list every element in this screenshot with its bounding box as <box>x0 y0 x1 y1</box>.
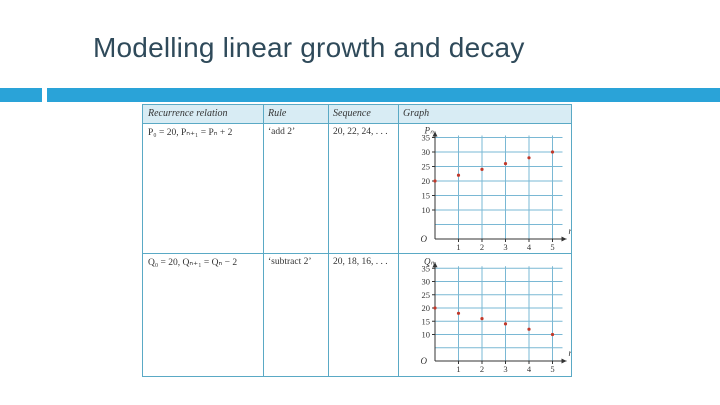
y-tick-label: 15 <box>422 316 431 326</box>
column-divider <box>398 105 399 376</box>
y-tick-label: 25 <box>422 162 431 172</box>
x-tick-label: 5 <box>550 242 554 252</box>
accent-bar-left <box>0 88 42 102</box>
y-tick-label: 20 <box>422 303 431 313</box>
row2-relation: Q₀ = 20, Qₙ₊₁ = Qₙ − 2 <box>148 258 238 268</box>
data-point <box>480 317 484 321</box>
growth-graph: 1 2 3 4 5 10 15 20 25 30 35 O Pₙ n <box>421 126 572 253</box>
recurrence-table: Recurrence relation Rule Sequence Graph … <box>142 104 572 377</box>
data-point <box>527 327 531 331</box>
y-axis-arrow <box>432 131 438 137</box>
y-tick-label: 15 <box>422 191 431 201</box>
data-point <box>550 332 555 337</box>
origin-label: O <box>421 356 428 366</box>
x-axis-arrow <box>561 358 567 364</box>
table-header: Recurrence relation Rule Sequence Graph <box>143 105 571 124</box>
column-divider <box>263 105 264 376</box>
data-point <box>456 311 461 315</box>
y-tick-label: 35 <box>422 133 431 143</box>
x-tick-label: 5 <box>550 364 554 374</box>
y-tick-label: 10 <box>422 205 431 215</box>
x-tick-label: 3 <box>503 364 507 374</box>
x-tick-label: 3 <box>503 242 507 252</box>
x-axis-arrow <box>561 236 567 242</box>
decay-graph: 1 2 3 4 5 10 15 20 25 30 35 O Qₙ n <box>421 256 572 374</box>
x-tick-label: 1 <box>456 242 460 252</box>
row1-rule: ‘add 2’ <box>268 127 296 137</box>
x-axis-label: n <box>569 348 572 358</box>
x-tick-label: 4 <box>527 242 532 252</box>
x-tick-label: 2 <box>480 242 484 252</box>
y-axis-arrow <box>432 262 438 268</box>
data-point <box>503 162 508 166</box>
y-tick-label: 35 <box>422 263 431 273</box>
row1-relation: P₀ = 20, Pₙ₊₁ = Pₙ + 2 <box>148 128 233 138</box>
header-rule: Rule <box>268 108 287 119</box>
x-tick-label: 1 <box>456 364 460 374</box>
y-tick-label: 30 <box>422 147 431 157</box>
data-point <box>480 167 484 171</box>
x-tick-label: 4 <box>527 364 532 374</box>
data-point <box>550 150 555 154</box>
row2-rule: ‘subtract 2’ <box>268 257 312 267</box>
origin-label: O <box>421 234 428 244</box>
y-axis-label: Qₙ <box>424 256 434 266</box>
data-point <box>456 173 461 177</box>
data-point <box>433 306 437 310</box>
accent-bar-right <box>47 88 720 102</box>
x-axis-label: n <box>569 226 572 236</box>
column-divider <box>328 105 329 376</box>
slide-title: Modelling linear growth and decay <box>93 32 525 63</box>
header-recurrence-relation: Recurrence relation <box>148 108 228 119</box>
y-tick-label: 10 <box>422 330 431 340</box>
y-tick-label: 20 <box>422 176 431 186</box>
y-tick-label: 25 <box>422 290 431 300</box>
data-point <box>503 322 508 326</box>
data-point <box>433 179 437 183</box>
header-graph: Graph <box>403 108 430 119</box>
x-tick-label: 2 <box>480 364 484 374</box>
header-sequence: Sequence <box>333 108 371 119</box>
data-point <box>527 156 531 160</box>
row1-sequence: 20, 22, 24, . . . <box>333 127 388 137</box>
row-divider <box>143 253 571 254</box>
y-axis-label: Pₙ <box>423 126 433 136</box>
row2-sequence: 20, 18, 16, . . . <box>333 257 388 267</box>
y-tick-label: 30 <box>422 277 431 287</box>
